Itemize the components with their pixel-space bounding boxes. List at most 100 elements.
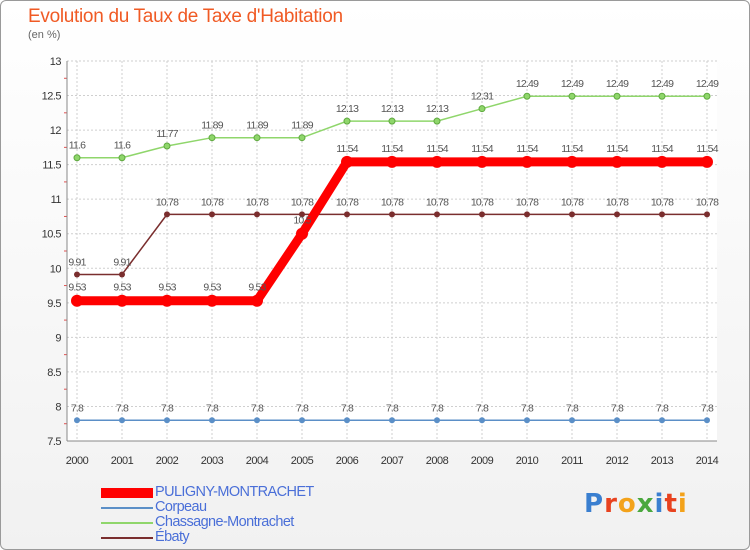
data-label: 10.78 (561, 196, 584, 208)
data-label: 10.5 (293, 215, 311, 227)
logo-letter: P (584, 489, 605, 519)
data-point (389, 417, 395, 424)
y-tick-label: 11 (51, 194, 62, 206)
data-label: 7.8 (206, 402, 219, 414)
data-label: 7.8 (521, 402, 534, 414)
data-label: 9.91 (113, 256, 131, 268)
y-tick-label: 11.5 (42, 160, 61, 172)
logo-letter: r (604, 489, 618, 519)
legend-label: Ébaty (155, 529, 190, 545)
legend-label: Corpeau (155, 499, 207, 515)
x-tick-label: 2002 (156, 455, 179, 467)
data-point (119, 271, 125, 278)
data-point (569, 417, 575, 424)
data-point (566, 155, 578, 168)
data-label: 10.78 (651, 196, 674, 208)
data-label: 11.6 (114, 140, 131, 152)
data-label: 11.6 (69, 140, 86, 152)
legend-label: PULIGNY-MONTRACHET (155, 484, 314, 500)
data-point (74, 271, 80, 278)
data-point (253, 134, 261, 142)
data-label: 11.89 (246, 120, 268, 132)
data-label: 11.54 (336, 143, 358, 155)
data-point (521, 155, 533, 168)
data-point (614, 417, 620, 424)
data-label: 12.49 (516, 78, 539, 90)
data-point (341, 155, 353, 168)
y-tick-label: 12 (50, 125, 62, 137)
x-tick-label: 2008 (426, 455, 449, 467)
x-tick-label: 2004 (246, 455, 269, 467)
data-label: 11.54 (381, 143, 403, 155)
data-point (344, 417, 350, 424)
data-label: 7.8 (656, 402, 669, 414)
data-point (251, 294, 263, 307)
data-point (296, 227, 308, 240)
y-tick-label: 10.5 (42, 229, 62, 241)
data-point (71, 294, 83, 307)
data-label: 9.53 (248, 282, 266, 294)
data-point (701, 155, 713, 168)
data-label: 10.78 (246, 196, 269, 208)
data-point (434, 417, 440, 424)
data-point (388, 117, 396, 125)
x-tick-label: 2009 (471, 455, 494, 467)
x-tick-label: 2010 (516, 455, 539, 467)
data-point (524, 211, 530, 218)
data-label: 11.89 (291, 120, 313, 132)
data-point (343, 117, 351, 125)
data-point (659, 417, 665, 424)
data-label: 11.89 (201, 120, 223, 132)
data-point (119, 417, 125, 424)
data-label: 11.54 (606, 143, 628, 155)
y-tick-label: 8 (55, 401, 61, 413)
x-tick-label: 2005 (291, 455, 314, 467)
data-label: 9.53 (158, 282, 176, 294)
data-point (704, 211, 710, 218)
data-point (659, 211, 665, 218)
data-point (386, 155, 398, 168)
data-point (254, 211, 260, 218)
x-tick-label: 2014 (696, 455, 719, 467)
x-tick-label: 2011 (561, 455, 583, 467)
data-point (431, 155, 443, 168)
data-point (206, 294, 218, 307)
logo-letter: t (664, 489, 678, 519)
logo-letter: x (636, 489, 655, 519)
data-label: 7.8 (341, 402, 354, 414)
data-point (658, 92, 666, 100)
legend-label: Chassagne-Montrachet (155, 514, 294, 530)
data-point (656, 155, 668, 168)
legend-swatch (101, 507, 153, 509)
data-label: 7.8 (386, 402, 399, 414)
data-label: 9.53 (68, 282, 86, 294)
logo-letter: o (617, 489, 637, 519)
y-tick-label: 12.5 (42, 91, 62, 103)
x-tick-label: 2013 (651, 455, 674, 467)
data-label: 11.54 (471, 143, 493, 155)
data-point (118, 154, 126, 162)
data-label: 7.8 (71, 402, 84, 414)
data-label: 10.78 (606, 196, 629, 208)
y-tick-label: 13 (50, 56, 62, 68)
data-label: 11.54 (561, 143, 583, 155)
data-label: 7.8 (296, 402, 309, 414)
logo-letter: i (654, 489, 665, 519)
data-point (433, 117, 441, 125)
legend-swatch (101, 488, 153, 498)
data-point (163, 142, 171, 150)
data-point (344, 211, 350, 218)
y-tick-label: 8.5 (47, 367, 61, 379)
x-tick-label: 2007 (381, 455, 404, 467)
data-label: 9.53 (113, 282, 131, 294)
data-point (476, 155, 488, 168)
data-point (298, 134, 306, 142)
data-label: 12.49 (651, 78, 674, 90)
y-tick-label: 9.5 (47, 298, 61, 310)
logo-letter: i (677, 489, 688, 519)
data-point (299, 417, 305, 424)
data-label: 12.31 (471, 91, 494, 103)
data-point (568, 92, 576, 100)
